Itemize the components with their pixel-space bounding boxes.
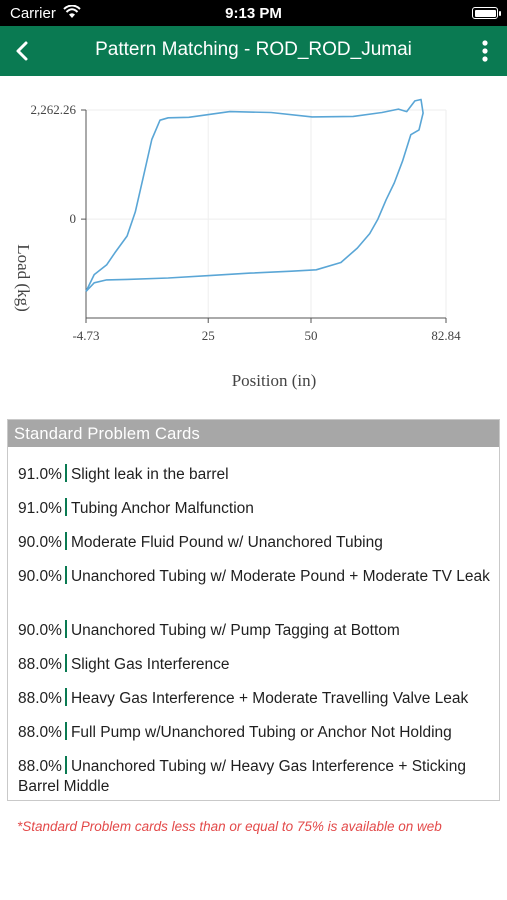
match-percentage: 91.0% bbox=[18, 500, 62, 517]
separator-bar bbox=[64, 620, 67, 638]
back-chevron-icon[interactable] bbox=[10, 38, 36, 64]
problem-label: Slight leak in the barrel bbox=[70, 466, 229, 483]
problem-label: Moderate Fluid Pound w/ Unanchored Tubin… bbox=[70, 534, 383, 551]
problem-card-item[interactable]: 88.0% Unanchored Tubing w/ Heavy Gas Inte… bbox=[8, 756, 501, 797]
wifi-icon bbox=[63, 5, 81, 18]
match-percentage: 90.0% bbox=[18, 622, 62, 639]
problem-label: Slight Gas Interference bbox=[70, 656, 230, 673]
problem-label: Tubing Anchor Malfunction bbox=[70, 500, 254, 517]
clock: 9:13 PM bbox=[225, 5, 282, 22]
status-bar: Carrier 9:13 PM bbox=[0, 0, 507, 26]
problem-card-item[interactable]: 88.0% Slight Gas Interference bbox=[8, 654, 501, 675]
separator-bar bbox=[64, 654, 67, 672]
problem-label: Full Pump w/Unanchored Tubing or Anchor … bbox=[70, 724, 452, 741]
separator-bar bbox=[64, 566, 67, 584]
x-tick-label: 82.84 bbox=[431, 328, 461, 343]
separator-bar bbox=[64, 532, 67, 550]
separator-bar bbox=[64, 722, 67, 740]
separator-bar bbox=[64, 756, 67, 774]
separator-bar bbox=[64, 498, 67, 516]
carrier-label: Carrier bbox=[10, 5, 56, 22]
match-percentage: 88.0% bbox=[18, 758, 62, 775]
dynamometer-card-line bbox=[85, 98, 424, 293]
problem-label: Unanchored Tubing w/ Moderate Pound + Mo… bbox=[70, 568, 490, 585]
footnote: *Standard Problem cards less than or equ… bbox=[17, 819, 442, 834]
page-title: Pattern Matching - ROD_ROD_Jumai bbox=[95, 39, 412, 60]
problem-label: Unanchored Tubing w/ Heavy Gas Interfere… bbox=[18, 758, 466, 795]
cards-header: Standard Problem Cards bbox=[8, 420, 499, 447]
separator-bar bbox=[64, 464, 67, 482]
x-axis-title: Position (in) bbox=[232, 371, 317, 390]
separator-bar bbox=[64, 688, 67, 706]
match-percentage: 90.0% bbox=[18, 534, 62, 551]
match-percentage: 88.0% bbox=[18, 690, 62, 707]
y-axis-title: Load (kg) bbox=[14, 244, 33, 312]
match-percentage: 88.0% bbox=[18, 724, 62, 741]
match-percentage: 88.0% bbox=[18, 656, 62, 673]
problem-label: Unanchored Tubing w/ Pump Tagging at Bot… bbox=[70, 622, 400, 639]
problem-card-item[interactable]: 90.0% Moderate Fluid Pound w/ Unanchored … bbox=[8, 532, 501, 553]
load-position-chart: 2,262.26 0 -4.73 25 50 82.84 Position (in) Load… bbox=[14, 98, 461, 390]
battery-icon bbox=[472, 7, 501, 19]
problem-card-item[interactable]: 91.0% Slight leak in the barrel bbox=[8, 464, 501, 485]
match-percentage: 90.0% bbox=[18, 568, 62, 585]
nav-bar: Pattern Matching - ROD_ROD_Jumai bbox=[0, 26, 507, 76]
more-vertical-icon[interactable] bbox=[475, 38, 495, 64]
standard-problem-cards: Standard Problem Cards 91.0% Slight leak … bbox=[7, 419, 500, 801]
x-tick-label: 25 bbox=[202, 328, 215, 343]
problem-card-item[interactable]: 90.0% Unanchored Tubing w/ Moderate Pound… bbox=[8, 566, 501, 587]
y-tick-label: 2,262.26 bbox=[31, 102, 77, 117]
problem-card-item[interactable]: 91.0% Tubing Anchor Malfunction bbox=[8, 498, 501, 519]
match-percentage: 91.0% bbox=[18, 466, 62, 483]
problem-card-item[interactable]: 88.0% Heavy Gas Interference + Moderate T… bbox=[8, 688, 501, 709]
problem-card-item[interactable]: 90.0% Unanchored Tubing w/ Pump Tagging a… bbox=[8, 620, 501, 641]
y-tick-label: 0 bbox=[70, 211, 77, 226]
x-tick-label: -4.73 bbox=[72, 328, 99, 343]
x-tick-label: 50 bbox=[304, 328, 317, 343]
problem-card-item[interactable]: 88.0% Full Pump w/Unanchored Tubing or An… bbox=[8, 722, 501, 743]
problem-label: Heavy Gas Interference + Moderate Travel… bbox=[70, 690, 469, 707]
